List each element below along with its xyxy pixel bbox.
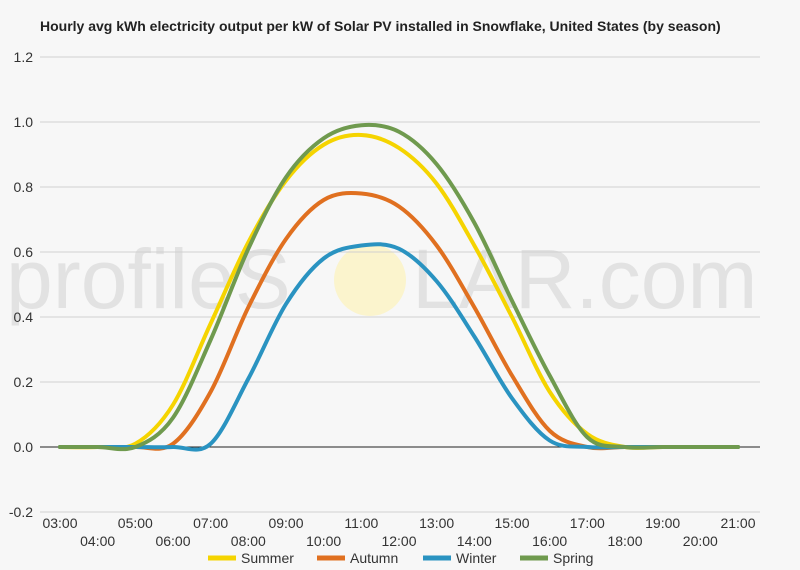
x-tick-label: 07:00 [193, 515, 228, 531]
x-tick-label: 19:00 [645, 515, 680, 531]
x-tick-label: 11:00 [344, 515, 378, 531]
x-tick-label: 17:00 [570, 515, 605, 531]
legend-label-summer: Summer [241, 550, 294, 566]
watermark-text-right: LAR.com [412, 232, 757, 326]
y-tick-label: 0.8 [14, 179, 34, 195]
legend-label-winter: Winter [456, 550, 497, 566]
legend-label-autumn: Autumn [350, 550, 398, 566]
x-tick-label: 14:00 [457, 533, 492, 549]
x-tick-label: 12:00 [381, 533, 416, 549]
x-tick-label: 03:00 [42, 515, 77, 531]
y-tick-label: 0.2 [14, 374, 34, 390]
x-tick-label: 21:00 [720, 515, 755, 531]
x-tick-label: 20:00 [683, 533, 718, 549]
chart-title: Hourly avg kWh electricity output per kW… [40, 18, 721, 34]
legend-label-spring: Spring [553, 550, 593, 566]
y-tick-label: 0.0 [14, 439, 34, 455]
x-tick-label: 06:00 [155, 533, 190, 549]
y-tick-label: 0.4 [14, 309, 34, 325]
x-tick-label: 16:00 [532, 533, 567, 549]
x-tick-label: 04:00 [80, 533, 115, 549]
x-tick-label: 10:00 [306, 533, 341, 549]
x-tick-label: 13:00 [419, 515, 454, 531]
watermark-sun-icon [334, 244, 406, 316]
y-tick-label: 0.6 [14, 244, 34, 260]
x-tick-label: 05:00 [118, 515, 153, 531]
y-tick-label: 1.2 [14, 49, 34, 65]
y-tick-label: 1.0 [14, 114, 34, 130]
x-tick-label: 15:00 [494, 515, 529, 531]
y-tick-label: -0.2 [9, 504, 33, 520]
series-line-spring [58, 122, 740, 452]
x-tick-label: 08:00 [231, 533, 266, 549]
x-tick-label: 09:00 [268, 515, 303, 531]
x-tick-label: 18:00 [607, 533, 642, 549]
